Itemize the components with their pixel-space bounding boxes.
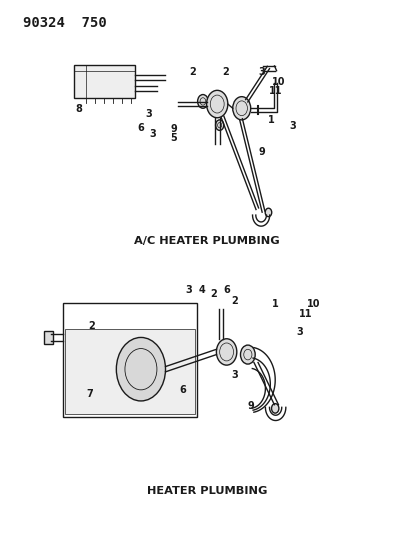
Circle shape: [215, 120, 223, 131]
Text: 2: 2: [189, 67, 196, 77]
Text: 2: 2: [231, 296, 237, 306]
Text: 9: 9: [258, 147, 265, 157]
Text: 3: 3: [185, 285, 192, 295]
Text: 9: 9: [247, 401, 254, 411]
Text: 4: 4: [198, 285, 205, 295]
Text: 10: 10: [271, 77, 285, 87]
Circle shape: [265, 208, 271, 216]
Circle shape: [216, 339, 236, 365]
Text: 11: 11: [298, 309, 312, 319]
Text: 3: 3: [150, 128, 156, 139]
Text: 6: 6: [179, 385, 185, 395]
Text: 7: 7: [86, 389, 93, 399]
Text: 1: 1: [268, 115, 274, 125]
Bar: [43, 330, 52, 344]
Bar: [65, 329, 195, 414]
Text: 3: 3: [289, 121, 295, 131]
Text: 3: 3: [258, 67, 265, 77]
Text: 10: 10: [306, 300, 320, 310]
Text: 6: 6: [223, 285, 230, 295]
Text: 2: 2: [209, 289, 216, 299]
Text: 11: 11: [268, 86, 281, 96]
Text: 3: 3: [231, 369, 237, 379]
Text: 90324  750: 90324 750: [23, 16, 107, 30]
Text: 5: 5: [170, 133, 176, 143]
Text: HEATER PLUMBING: HEATER PLUMBING: [147, 486, 266, 496]
Text: 1: 1: [272, 300, 278, 310]
Text: 2: 2: [221, 67, 228, 77]
Text: 9: 9: [170, 124, 176, 134]
Circle shape: [197, 94, 208, 108]
Text: 6: 6: [137, 123, 144, 133]
Text: 8: 8: [75, 104, 82, 114]
Text: A/C HEATER PLUMBING: A/C HEATER PLUMBING: [134, 236, 279, 246]
Circle shape: [116, 337, 165, 401]
Text: 3: 3: [145, 109, 152, 118]
Circle shape: [240, 345, 254, 364]
Text: 3: 3: [296, 327, 303, 337]
Bar: [74, 65, 134, 98]
Circle shape: [271, 403, 278, 413]
Text: 2: 2: [88, 320, 95, 330]
Circle shape: [206, 90, 227, 118]
Circle shape: [232, 96, 250, 120]
Bar: [63, 303, 197, 417]
